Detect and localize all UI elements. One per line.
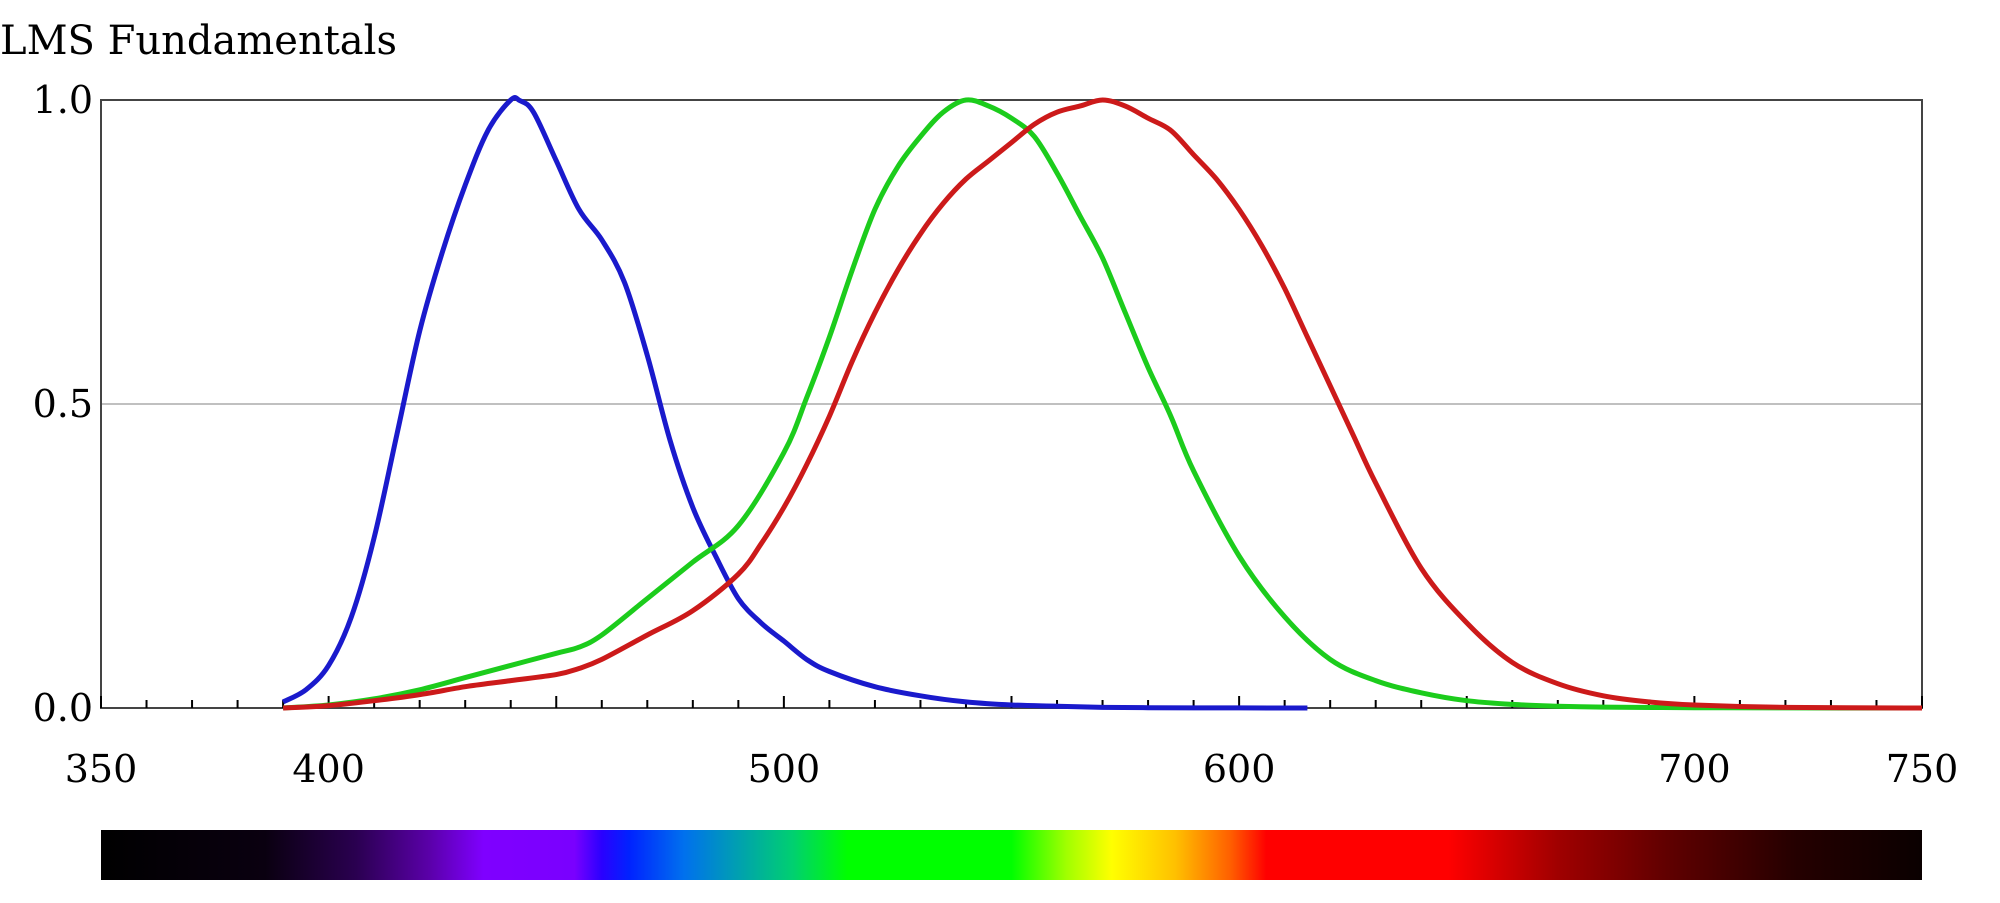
y-tick-label: 0.5: [33, 382, 93, 426]
spectrum-color-bar: [101, 830, 1922, 880]
y-axis: 0.0 0.5 1.0: [33, 78, 93, 730]
y-tick-label: 0.0: [33, 686, 93, 730]
m-cone-curve: [282, 97, 1923, 711]
x-axis: 350 400 500 600 700 750: [65, 696, 1959, 791]
x-tick-label: 700: [1658, 747, 1731, 791]
x-tick-label: 600: [1203, 747, 1276, 791]
l-cone-curve: [282, 97, 1923, 711]
x-tick-label: 400: [292, 747, 365, 791]
x-tick-label: 750: [1886, 747, 1959, 791]
series-lines: [281, 95, 1923, 711]
x-tick-label: 350: [65, 747, 138, 791]
chart-title: LMS Fundamentals: [0, 18, 397, 64]
y-tick-label: 1.0: [33, 78, 93, 122]
x-tick-label: 500: [748, 747, 821, 791]
s-cone-curve: [281, 95, 1308, 711]
